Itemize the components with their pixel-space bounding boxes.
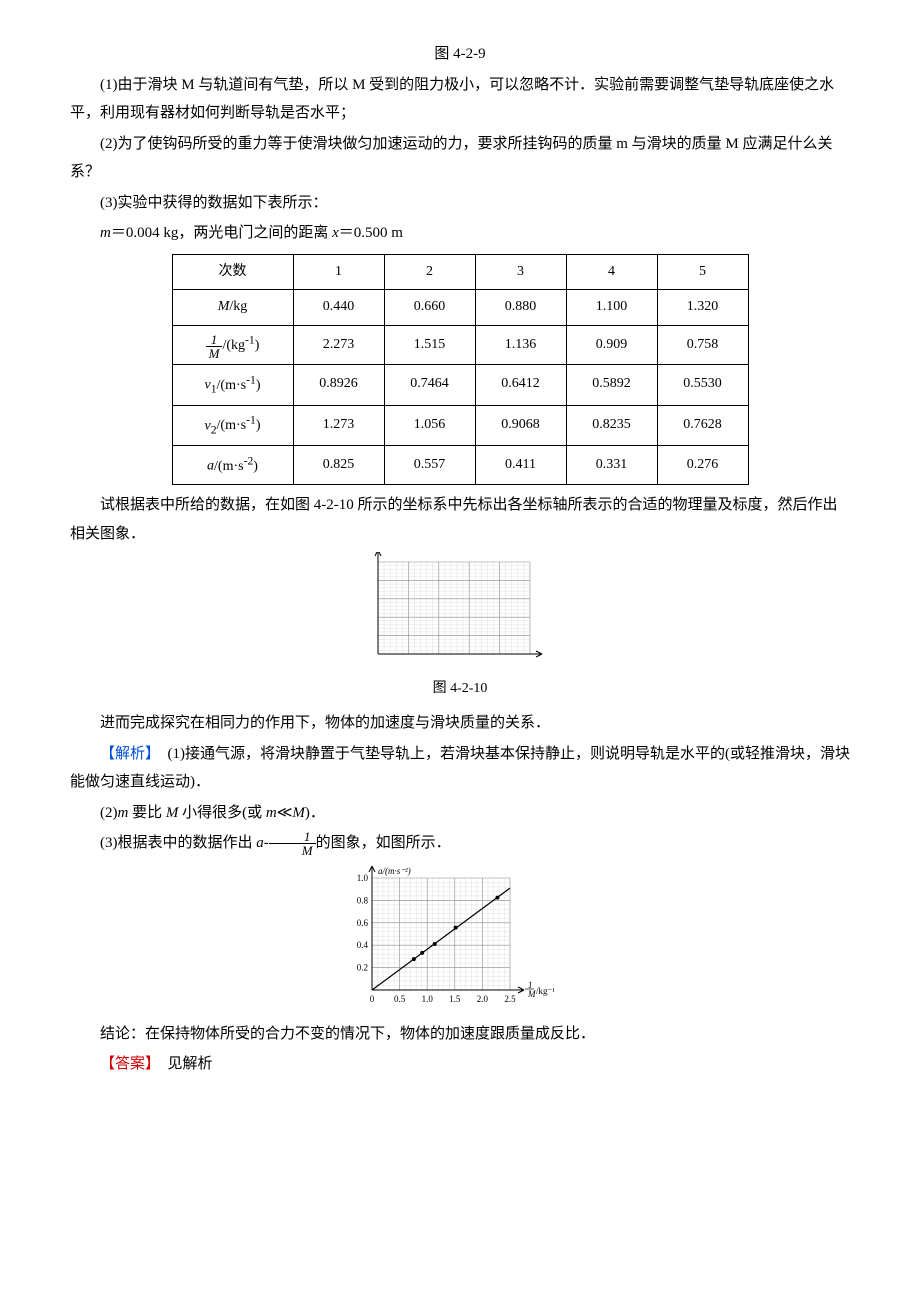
figure-caption-mid: 图 4-2-10 (70, 676, 850, 703)
analysis-3-post: 的图象，如图所示． (316, 835, 451, 851)
cell: 0.411 (475, 446, 566, 485)
cell: 0.7628 (657, 405, 748, 446)
cell: 1.100 (566, 290, 657, 326)
row-label: v2/(m·s-1) (172, 405, 293, 446)
cell: 0.758 (657, 325, 748, 364)
cell: 0.880 (475, 290, 566, 326)
svg-text:0.5: 0.5 (394, 994, 406, 1004)
cell: 2.273 (293, 325, 384, 364)
answer-label: 【答案】 (100, 1056, 160, 1072)
cell: 0.5892 (566, 364, 657, 405)
th-5: 5 (657, 254, 748, 290)
cell: 0.8926 (293, 364, 384, 405)
svg-text:1.0: 1.0 (357, 873, 369, 883)
question-3-after-table: 试根据表中所给的数据，在如图 4-2-10 所示的坐标系中先标出各坐标轴所表示的… (70, 491, 850, 548)
cell: 0.440 (293, 290, 384, 326)
blank-grid-figure (70, 552, 850, 672)
cell: 0.660 (384, 290, 475, 326)
answer-line: 【答案】 见解析 (70, 1050, 850, 1079)
cell: 0.8235 (566, 405, 657, 446)
cell: 0.331 (566, 446, 657, 485)
data-table: 次数 1 2 3 4 5 M/kg0.4400.6600.8801.1001.3… (172, 254, 749, 486)
cell: 0.557 (384, 446, 475, 485)
svg-text:0.8: 0.8 (357, 895, 369, 905)
answer-text: 见解析 (168, 1056, 213, 1072)
svg-text:a/(m·s⁻²): a/(m·s⁻²) (378, 866, 411, 876)
result-chart-figure: 0 0.5 1.0 1.5 2.0 2.5 0.2 0.4 0.6 0.8 1.0 a/(m·s⁻²)… (70, 862, 850, 1016)
svg-text:2.0: 2.0 (477, 994, 489, 1004)
svg-text:0.6: 0.6 (357, 917, 369, 927)
cell: 0.6412 (475, 364, 566, 405)
cell: 1.320 (657, 290, 748, 326)
th-3: 3 (475, 254, 566, 290)
cell: 0.276 (657, 446, 748, 485)
row-label: 1M/(kg-1) (172, 325, 293, 364)
analysis-label: 【解析】 (100, 746, 160, 762)
cell: 1.136 (475, 325, 566, 364)
question-2: (2)为了使钩码所受的重力等于使滑块做匀加速运动的力，要求所挂钩码的质量 m 与… (70, 130, 850, 187)
question-1: (1)由于滑块 M 与轨道间有气垫，所以 M 受到的阻力极小，可以忽略不计．实验… (70, 71, 850, 128)
table-row: 1M/(kg-1)2.2731.5151.1360.9090.758 (172, 325, 748, 364)
svg-text:2.5: 2.5 (504, 994, 516, 1004)
table-row: a/(m·s-2)0.8250.5570.4110.3310.276 (172, 446, 748, 485)
table-row: M/kg0.4400.6600.8801.1001.320 (172, 290, 748, 326)
figure-caption-top: 图 4-2-9 (70, 40, 850, 69)
svg-text:0.2: 0.2 (357, 962, 368, 972)
row-label: v1/(m·s-1) (172, 364, 293, 405)
th-1: 1 (293, 254, 384, 290)
conclusion: 结论：在保持物体所受的合力不变的情况下，物体的加速度跟质量成反比． (70, 1020, 850, 1049)
analysis-3: (3)根据表中的数据作出 a-1M的图象，如图所示． (70, 829, 850, 858)
analysis-2: (2)m 要比 M 小得很多(或 m≪M)． (70, 799, 850, 828)
th-2: 2 (384, 254, 475, 290)
analysis-1: 【解析】 (1)接通气源，将滑块静置于气垫导轨上，若滑块基本保持静止，则说明导轨… (70, 740, 850, 797)
cell: 0.5530 (657, 364, 748, 405)
svg-text:0.4: 0.4 (357, 940, 369, 950)
question-3-intro: (3)实验中获得的数据如下表所示： (70, 189, 850, 218)
question-3-tail: 进而完成探究在相同力的作用下，物体的加速度与滑块质量的关系． (70, 709, 850, 738)
table-row: v2/(m·s-1)1.2731.0560.90680.82350.7628 (172, 405, 748, 446)
svg-text:1.0: 1.0 (422, 994, 434, 1004)
analysis-1-text: (1)接通气源，将滑块静置于气垫导轨上，若滑块基本保持静止，则说明导轨是水平的(… (70, 746, 850, 791)
svg-text:1.5: 1.5 (449, 994, 461, 1004)
th-4: 4 (566, 254, 657, 290)
cell: 0.825 (293, 446, 384, 485)
cell: 0.7464 (384, 364, 475, 405)
cell: 1.056 (384, 405, 475, 446)
svg-text:/kg⁻¹: /kg⁻¹ (536, 986, 555, 996)
row-label: M/kg (172, 290, 293, 326)
cell: 1.273 (293, 405, 384, 446)
svg-text:0: 0 (370, 994, 375, 1004)
table-note: m＝0.004 kg，两光电门之间的距离 x＝0.500 m (70, 219, 850, 248)
table-row: v1/(m·s-1)0.89260.74640.64120.58920.5530 (172, 364, 748, 405)
table-header-row: 次数 1 2 3 4 5 (172, 254, 748, 290)
row-label: a/(m·s-2) (172, 446, 293, 485)
cell: 1.515 (384, 325, 475, 364)
th-0: 次数 (172, 254, 293, 290)
svg-text:1M: 1M (527, 980, 536, 999)
cell: 0.9068 (475, 405, 566, 446)
analysis-3-pre: (3)根据表中的数据作出 (100, 835, 256, 851)
cell: 0.909 (566, 325, 657, 364)
